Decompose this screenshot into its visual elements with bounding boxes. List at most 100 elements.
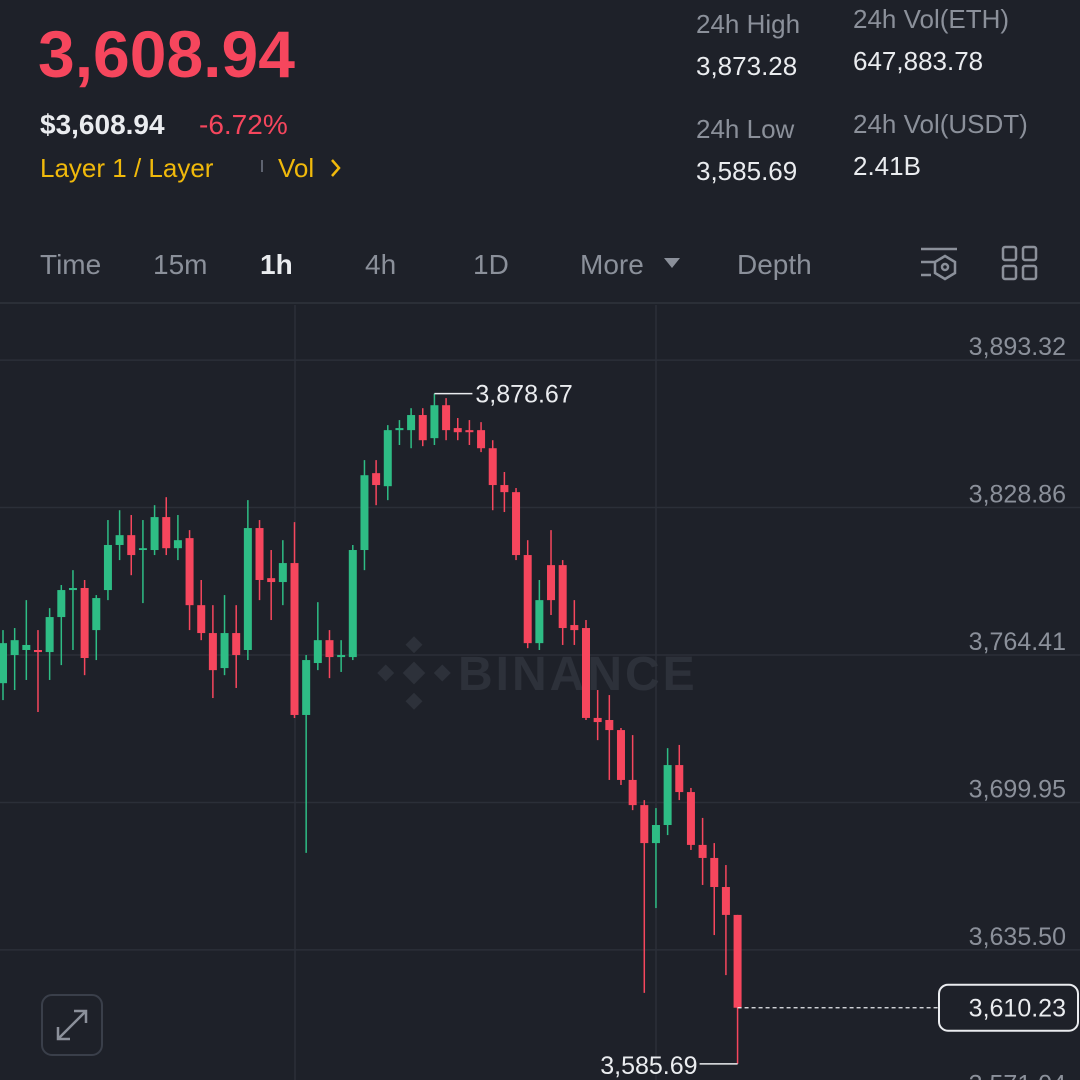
candle-body [407, 415, 416, 431]
candle-body [733, 914, 742, 1008]
candle-body [127, 535, 136, 556]
tag[interactable]: Layer 1 / Layer [40, 153, 214, 183]
last-price-box [938, 983, 1079, 1032]
candle-body [512, 492, 521, 556]
dropdown-icon [664, 258, 680, 268]
candle-body [337, 655, 346, 658]
candle-body [477, 430, 486, 449]
stat-label: 24h Vol(ETH) [853, 4, 1009, 34]
candle-body [278, 563, 287, 583]
candle-body [523, 555, 532, 644]
candle-body [92, 598, 101, 631]
candle-body [640, 805, 649, 844]
candle-body [465, 430, 474, 433]
candle-body [570, 625, 579, 631]
stat-value: 3,585.69 [696, 156, 797, 186]
candle-body [558, 565, 567, 629]
layout-icon[interactable] [1001, 245, 1038, 281]
tag[interactable]: Vol [278, 153, 314, 183]
candle-body [115, 535, 124, 545]
candle-body [698, 844, 707, 858]
fullscreen-button[interactable] [41, 994, 103, 1056]
tab[interactable]: 1D [473, 249, 509, 280]
candle-body [663, 765, 672, 826]
candle-body [582, 628, 590, 718]
y-tick-label: 3,893.32 [969, 333, 1066, 361]
y-tick-label: 3,699.95 [969, 775, 1066, 803]
last-price: 3,608.94 [38, 17, 295, 91]
tab[interactable]: 4h [365, 249, 396, 280]
last-price-label: 3,610.23 [969, 995, 1066, 1023]
candle-body [0, 643, 7, 684]
tab[interactable]: Time [40, 249, 101, 280]
tab[interactable]: 1h [260, 249, 293, 280]
candle-body [616, 730, 625, 780]
candle-body [442, 405, 451, 431]
candle-body [372, 473, 381, 486]
candle-body [208, 633, 217, 671]
candle-body [103, 544, 112, 591]
low-marker-label: 3,585.69 [600, 1052, 697, 1080]
candle-body [628, 779, 637, 806]
candle-body [453, 428, 462, 433]
stat-value: 647,883.78 [853, 46, 983, 76]
y-tick-label: 3,764.41 [969, 628, 1066, 656]
candle-body [593, 717, 602, 723]
stat-label: 24h Vol(USDT) [853, 109, 1028, 139]
stat-label: 24h Low [696, 114, 795, 144]
candle-body [721, 887, 730, 915]
candle-body [302, 660, 311, 715]
watermark: BINANCE [377, 636, 698, 710]
chevron-icon [331, 159, 341, 177]
candle-body [488, 448, 497, 486]
stat-value: 2.41B [853, 151, 921, 181]
y-tick-label: 3,635.50 [969, 923, 1066, 951]
chart: 3,893.32 3,828.86 3,764.41 3,699.95 3,635.50… [0, 305, 1080, 1080]
candle-body [173, 540, 182, 549]
candle-body [10, 640, 19, 656]
candle-body [675, 765, 684, 793]
candle-body [138, 548, 147, 551]
candle-body [267, 578, 276, 583]
watermark-text: BINANCE [458, 648, 698, 701]
candle-body [348, 550, 357, 658]
candle-body [197, 605, 206, 634]
candle-body [535, 600, 544, 644]
candle-body [605, 720, 614, 731]
tab[interactable]: 15m [153, 249, 207, 280]
price-usd: $3,608.94 [40, 109, 165, 140]
candle-body [360, 475, 369, 551]
candle-body [243, 528, 252, 650]
candle-body [418, 415, 427, 441]
candle-body [313, 640, 322, 664]
candle-body [57, 590, 66, 618]
y-tick-label: 3,571.04 [969, 1070, 1066, 1080]
tab[interactable]: More [580, 249, 644, 280]
candle-body [45, 617, 54, 653]
candle-body [686, 792, 695, 845]
candle-body [68, 587, 77, 591]
candle-body [651, 825, 660, 844]
price-change: -6.72% [199, 109, 288, 140]
candle-body [383, 430, 392, 487]
candle-body [255, 528, 264, 580]
candle-body [150, 517, 159, 551]
candle-body [162, 517, 171, 549]
interval-tabs: Time 15m 1h 4h 1D More Depth [40, 249, 812, 280]
settings-icon[interactable] [921, 247, 957, 281]
candle-body [232, 633, 241, 656]
candle-body [290, 563, 299, 715]
candle-body [547, 565, 556, 601]
stat-value: 3,873.28 [696, 51, 797, 81]
candle-body [80, 587, 89, 659]
candle-body [185, 538, 194, 606]
candle-body [22, 644, 31, 650]
candle-body [33, 649, 42, 653]
candle-body [220, 633, 229, 669]
candle-body [395, 428, 404, 431]
stat-label: 24h High [696, 9, 800, 39]
tab[interactable]: Depth [737, 249, 812, 280]
